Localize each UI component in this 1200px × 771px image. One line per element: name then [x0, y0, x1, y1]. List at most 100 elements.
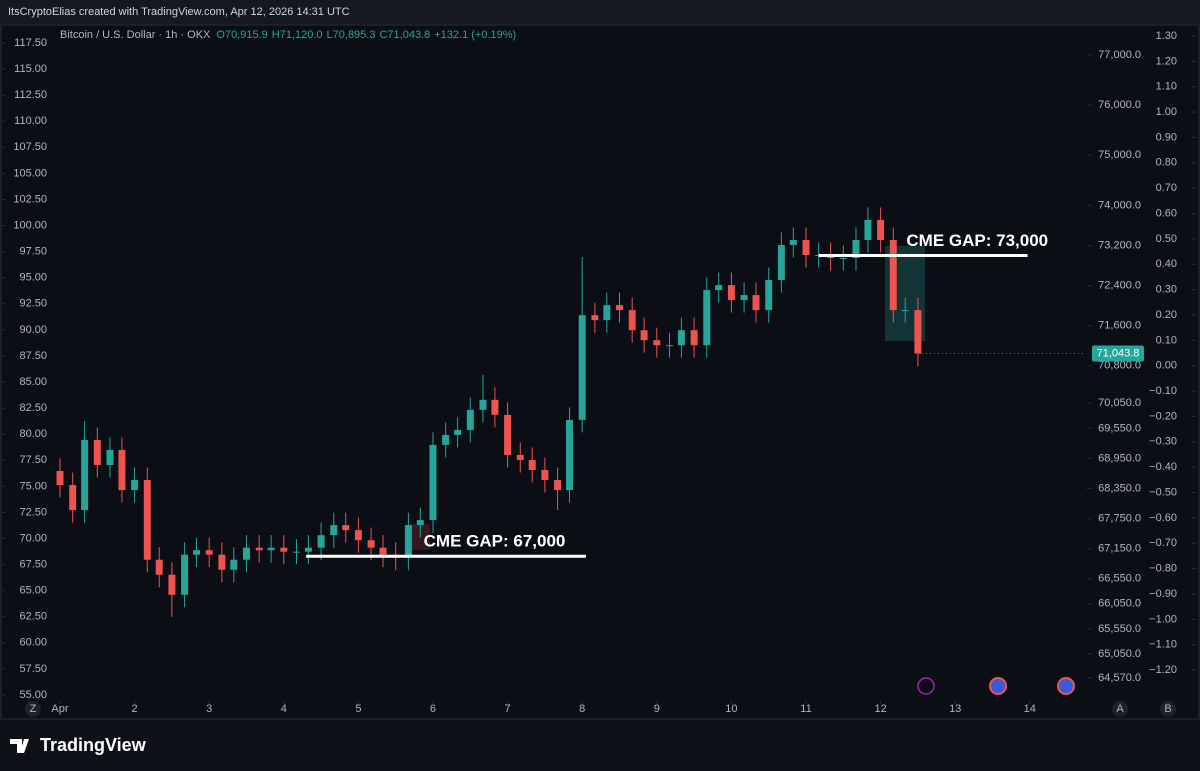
y3-tick-label: 1.10 — [1156, 81, 1177, 93]
header-bar — [0, 0, 1200, 24]
y3-tick-label: 1.00 — [1156, 106, 1177, 118]
y3-tick-label: −0.50 — [1149, 486, 1177, 498]
event-icon[interactable] — [1057, 677, 1075, 695]
candle-body — [802, 239, 810, 255]
candle-body — [864, 219, 872, 240]
candle-body — [181, 554, 189, 595]
y-tick-label: 70,800.0 — [1098, 360, 1141, 372]
x-tick-label: 5 — [355, 703, 361, 715]
candle-body — [715, 285, 723, 291]
y2-tick-label: 115.00 — [14, 63, 47, 75]
candle-body — [877, 219, 885, 240]
candle-body — [789, 239, 797, 245]
x-tick-label: 10 — [725, 703, 737, 715]
candle-body — [143, 480, 151, 560]
event-icon[interactable] — [917, 677, 935, 695]
candle-body — [677, 330, 685, 346]
y2-tick-label: 70.00 — [19, 532, 47, 544]
x-tick-label: 4 — [281, 703, 287, 715]
toolbar-button[interactable] — [1160, 701, 1176, 717]
y2-tick-label: 80.00 — [19, 428, 47, 440]
y3-tick-label: 0.30 — [1156, 284, 1177, 296]
y3-tick-label: 0.60 — [1156, 207, 1177, 219]
candle-body — [292, 551, 300, 553]
y2-tick-label: 105.00 — [13, 167, 47, 179]
y-tick-label: 67,750.0 — [1098, 513, 1141, 525]
last-price-label: 71,043.8 — [1097, 347, 1140, 359]
logo-text: TradingView — [40, 735, 147, 755]
y2-tick-label: 55.00 — [19, 689, 47, 701]
y2-tick-label: 112.50 — [14, 89, 47, 101]
y-tick-label: 66,550.0 — [1098, 573, 1141, 585]
candle-body — [304, 547, 312, 552]
candle-body — [81, 439, 89, 511]
candle-body — [342, 525, 350, 531]
y2-tick-label: 100.00 — [13, 219, 47, 231]
y-tick-label: 74,000.0 — [1098, 199, 1141, 211]
x-tick-label: 14 — [1024, 703, 1036, 715]
y-tick-label: 67,150.0 — [1098, 543, 1141, 555]
y-tick-label: 69,550.0 — [1098, 422, 1141, 434]
candle-body — [416, 520, 424, 526]
y2-tick-label: 77.50 — [19, 454, 47, 466]
y3-tick-label: 0.10 — [1156, 334, 1177, 346]
toolbar-label[interactable]: A — [1116, 703, 1124, 715]
candle-body — [665, 345, 673, 347]
y3-tick-label: 0.50 — [1156, 233, 1177, 245]
candle-body — [616, 305, 623, 311]
y3-tick-label: −0.80 — [1149, 563, 1177, 575]
candle-body — [578, 315, 586, 420]
candle-body — [528, 459, 536, 471]
y3-tick-label: −1.20 — [1149, 664, 1177, 676]
toolbar-label[interactable]: Z — [30, 703, 37, 715]
candle-body — [752, 295, 760, 311]
y3-tick-label: 0.70 — [1156, 182, 1177, 194]
y-tick-label: 64,570.0 — [1098, 672, 1141, 684]
candle-body — [442, 434, 450, 445]
event-icon[interactable] — [989, 677, 1007, 695]
candle-body — [640, 330, 648, 341]
y-tick-label: 71,600.0 — [1098, 320, 1141, 332]
y-tick-label: 65,050.0 — [1098, 648, 1141, 660]
y3-tick-label: −0.20 — [1149, 410, 1177, 422]
y2-tick-label: 72.50 — [19, 506, 47, 518]
candle-body — [839, 257, 847, 259]
y3-tick-label: −0.30 — [1149, 436, 1177, 448]
candle-body — [740, 295, 748, 301]
candle-body — [479, 399, 487, 410]
x-tick-label: 13 — [949, 703, 961, 715]
y3-tick-label: 1.30 — [1156, 30, 1177, 42]
y2-tick-label: 87.50 — [19, 350, 47, 362]
toolbar-button[interactable] — [1112, 701, 1128, 717]
candle-body — [255, 547, 263, 551]
y2-tick-label: 85.00 — [19, 376, 47, 388]
ohlc-close: C71,043.8 — [379, 29, 430, 41]
y3-tick-label: 0.20 — [1156, 309, 1177, 321]
y-tick-label: 72,400.0 — [1098, 279, 1141, 291]
candle-body — [566, 419, 574, 491]
y2-tick-label: 67.50 — [19, 559, 47, 571]
ohlc-open: O70,915.9 — [216, 29, 267, 41]
y2-tick-label: 97.50 — [19, 246, 47, 258]
y-tick-label: 76,000.0 — [1098, 99, 1141, 111]
candle-body — [466, 409, 474, 430]
x-tick-label: 11 — [800, 703, 811, 715]
x-tick-label: 7 — [505, 703, 511, 715]
y2-tick-label: 62.50 — [19, 611, 47, 623]
y3-tick-label: 0.90 — [1156, 131, 1177, 143]
candle-body — [541, 470, 549, 481]
x-tick-label: 8 — [579, 703, 585, 715]
candle-body — [603, 305, 611, 321]
y-tick-label: 68,950.0 — [1098, 452, 1141, 464]
toolbar-label[interactable]: B — [1164, 703, 1171, 715]
candle-body — [901, 310, 909, 312]
candle-body — [218, 554, 226, 570]
candle-body — [354, 530, 362, 541]
candle-body — [889, 239, 897, 311]
y2-tick-label: 75.00 — [19, 480, 47, 492]
candle-body — [454, 429, 462, 435]
candle-body — [280, 547, 288, 552]
y2-tick-label: 60.00 — [19, 637, 47, 649]
y2-tick-label: 102.50 — [13, 193, 47, 205]
toolbar-button[interactable] — [25, 701, 41, 717]
